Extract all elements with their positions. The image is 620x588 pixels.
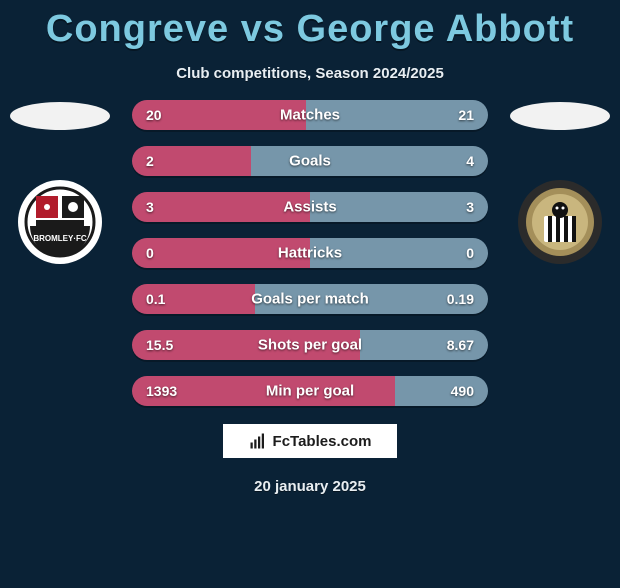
stat-row: 33Assists bbox=[132, 192, 488, 222]
stat-label: Min per goal bbox=[132, 383, 488, 400]
notts-county-icon bbox=[524, 186, 596, 258]
stat-row: 1393490Min per goal bbox=[132, 376, 488, 406]
footer-brand-text: FcTables.com bbox=[273, 433, 372, 450]
stat-label: Shots per goal bbox=[132, 337, 488, 354]
stat-row: 00Hattricks bbox=[132, 238, 488, 268]
bromley-fc-icon: BROMLEY·FC bbox=[24, 186, 96, 258]
fctables-logo: FcTables.com bbox=[221, 422, 399, 460]
right-player-photo-placeholder bbox=[510, 102, 610, 130]
stat-label: Goals per match bbox=[132, 291, 488, 308]
stat-row: 24Goals bbox=[132, 146, 488, 176]
stat-label: Hattricks bbox=[132, 245, 488, 262]
stat-label: Matches bbox=[132, 107, 488, 124]
stat-label: Assists bbox=[132, 199, 488, 216]
stat-row: 15.58.67Shots per goal bbox=[132, 330, 488, 360]
left-player-photo-placeholder bbox=[10, 102, 110, 130]
subtitle: Club competitions, Season 2024/2025 bbox=[0, 65, 620, 82]
date-text: 20 january 2025 bbox=[0, 478, 620, 495]
left-player-side: BROMLEY·FC bbox=[10, 100, 110, 264]
stat-row: 0.10.19Goals per match bbox=[132, 284, 488, 314]
comparison-stage: BROMLEY·FC 2021Matches 24Goals 33Assists 00… bbox=[0, 100, 620, 406]
stat-row: 2021Matches bbox=[132, 100, 488, 130]
chart-icon bbox=[249, 432, 267, 450]
right-club-badge bbox=[518, 180, 602, 264]
left-club-badge: BROMLEY·FC bbox=[18, 180, 102, 264]
svg-text:BROMLEY·FC: BROMLEY·FC bbox=[33, 234, 87, 243]
stat-bars: 2021Matches 24Goals 33Assists 00Hattricks 0.… bbox=[132, 100, 488, 406]
page-title: Congreve vs George Abbott bbox=[0, 8, 620, 51]
right-player-side bbox=[510, 100, 610, 264]
stat-label: Goals bbox=[132, 153, 488, 170]
